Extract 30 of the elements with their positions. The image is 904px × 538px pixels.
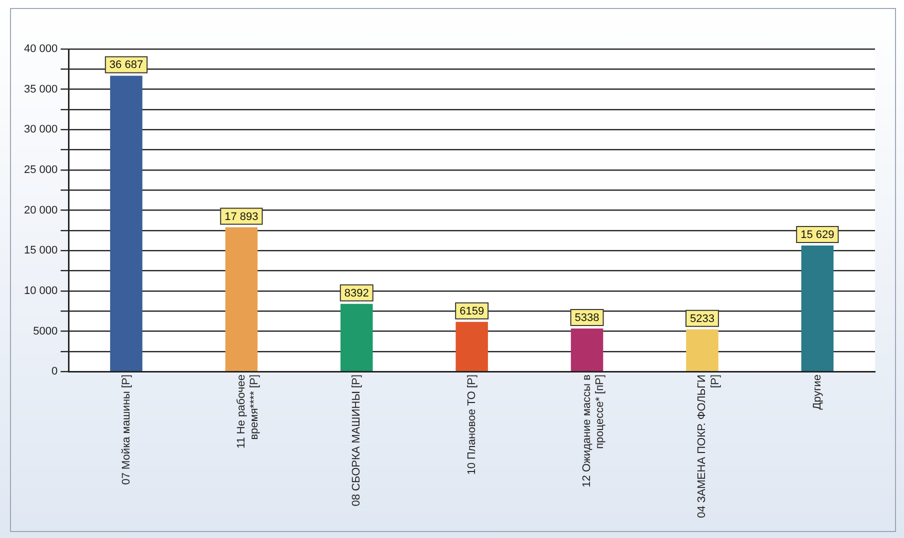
y-tick-label: 0 (52, 366, 58, 378)
y-tick-label: 35 000 (24, 83, 58, 96)
x-tick-label: Другие (811, 374, 824, 410)
y-tick-label: 10 000 (24, 284, 58, 297)
data-label: 5338 (574, 312, 600, 324)
y-tick-label: 15 000 (24, 244, 58, 257)
bar (340, 304, 373, 371)
x-tick-label: 10 Плановое ТО [Р] (466, 374, 478, 475)
bar (570, 328, 604, 371)
bar (110, 76, 142, 371)
y-tick-label: 20 000 (24, 204, 58, 216)
bar (456, 322, 488, 371)
x-tick-label: 12 Ожидание массы в процессе* [пР] (581, 374, 606, 488)
data-label: 6159 (460, 305, 484, 318)
y-tick-label: 30 000 (24, 124, 58, 136)
x-tick-label: 11 Не рабочее время**** [Р] (235, 374, 261, 449)
x-tick-label: 08 СБОРКА МАШИНЫ [Р] (350, 374, 363, 506)
data-label: 17 893 (224, 210, 258, 223)
data-label: 15 629 (800, 229, 834, 242)
data-label: 8392 (344, 287, 369, 300)
data-label: 5233 (690, 312, 714, 325)
data-label: 36 687 (109, 59, 144, 72)
y-tick-label: 25 000 (24, 164, 58, 176)
x-tick-label: 04 ЗАМЕНА ПОКР. ФОЛЬГИ [Р] (696, 374, 722, 518)
bar (225, 227, 258, 371)
y-tick-label: 40 000 (24, 43, 58, 56)
bar (801, 246, 834, 371)
bar (686, 329, 718, 371)
x-tick-label: 07 Мойка машины [Р] (120, 374, 132, 485)
y-tick-label: 5000 (33, 325, 58, 338)
